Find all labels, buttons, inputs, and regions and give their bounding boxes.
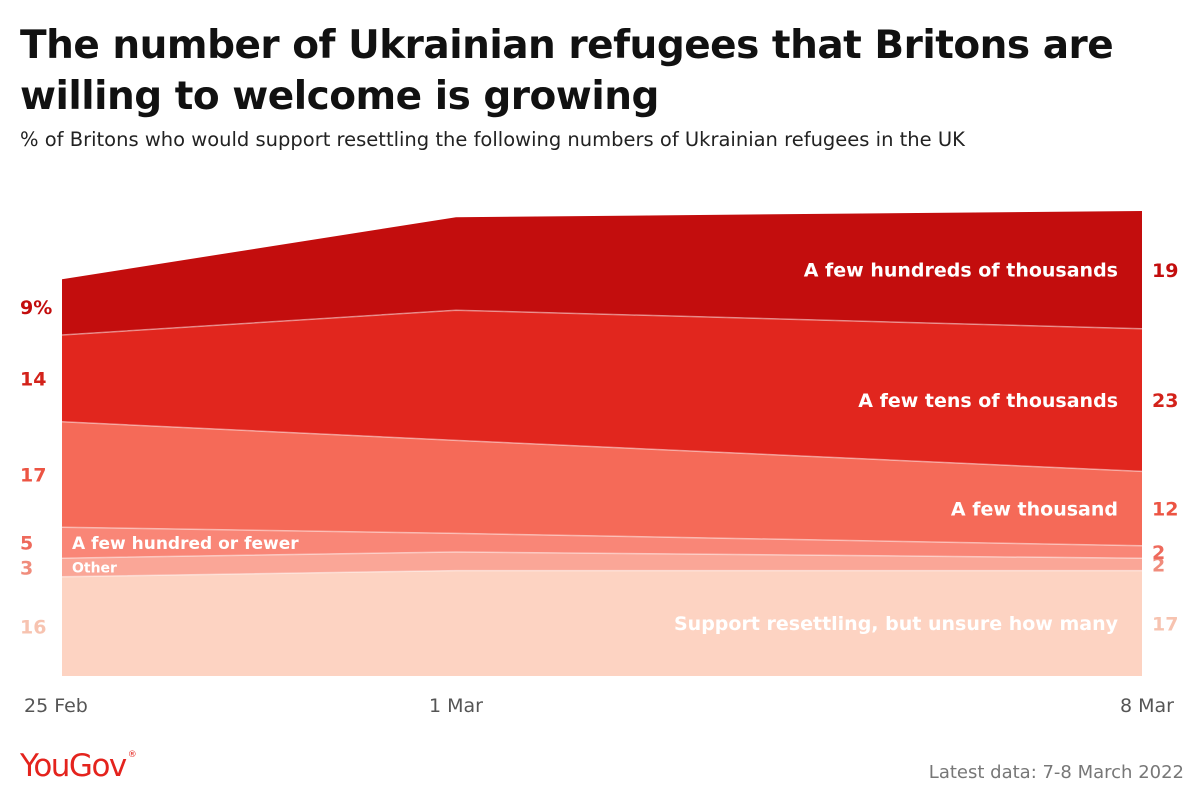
right-value-a-few-hundreds-of-thousands: 19 (1152, 260, 1178, 282)
area-a-few-thousand (62, 421, 1142, 546)
band-label-a-few-thousand: A few thousand (951, 498, 1118, 520)
band-label-a-few-hundreds-of-thousands: A few hundreds of thousands (804, 260, 1118, 282)
yougov-logo: YouGov ® (20, 748, 137, 784)
x-tick-label: 25 Feb (24, 695, 88, 717)
left-value-a-few-hundred-or-fewer: 5 (20, 533, 33, 555)
band-label-a-few-hundred-or-fewer: A few hundred or fewer (72, 534, 299, 554)
band-label-other: Other (72, 561, 117, 577)
right-value-a-few-hundred-or-fewer: 2 (1152, 542, 1165, 564)
right-value-other: 2 (1152, 554, 1165, 576)
left-value-a-few-thousand: 17 (20, 465, 46, 487)
right-value-a-few-thousand: 12 (1152, 499, 1178, 521)
x-tick-label: 1 Mar (429, 695, 483, 717)
left-value-a-few-hundreds-of-thousands: 9% (20, 297, 52, 319)
chart-title: The number of Ukrainian refugees that Br… (20, 23, 1114, 119)
area-a-few-tens-of-thousands (62, 310, 1142, 472)
logo-text: YouGov (20, 748, 127, 784)
right-value-a-few-tens-of-thousands: 23 (1152, 390, 1178, 412)
registered-mark: ® (127, 750, 137, 760)
area-a-few-hundreds-of-thousands (62, 211, 1142, 335)
boundary-support-resettling-but-unsure-how-many (61, 569, 1142, 578)
band-label-a-few-tens-of-thousands: A few tens of thousands (858, 390, 1118, 412)
left-value-other: 3 (20, 558, 33, 580)
boundary-other (61, 551, 1143, 559)
right-value-support-resettling-but-unsure-how-many: 17 (1152, 613, 1178, 635)
chart-subtitle: % of Britons who would support resettlin… (20, 128, 965, 151)
source-note: Latest data: 7-8 March 2022 (928, 762, 1184, 783)
area-a-few-hundred-or-fewer (62, 527, 1142, 559)
boundary-a-few-tens-of-thousands (61, 309, 1143, 336)
area-other (62, 552, 1142, 577)
left-value-a-few-tens-of-thousands: 14 (20, 368, 46, 390)
area-support-resettling-but-unsure-how-many (62, 570, 1142, 676)
boundary-a-few-thousand (61, 421, 1143, 473)
band-label-support-resettling-but-unsure-how-many: Support resettling, but unsure how many (674, 613, 1119, 635)
left-value-support-resettling-but-unsure-how-many: 16 (20, 616, 46, 638)
x-tick-label: 8 Mar (1120, 695, 1174, 717)
boundary-a-few-hundred-or-fewer (61, 526, 1143, 547)
